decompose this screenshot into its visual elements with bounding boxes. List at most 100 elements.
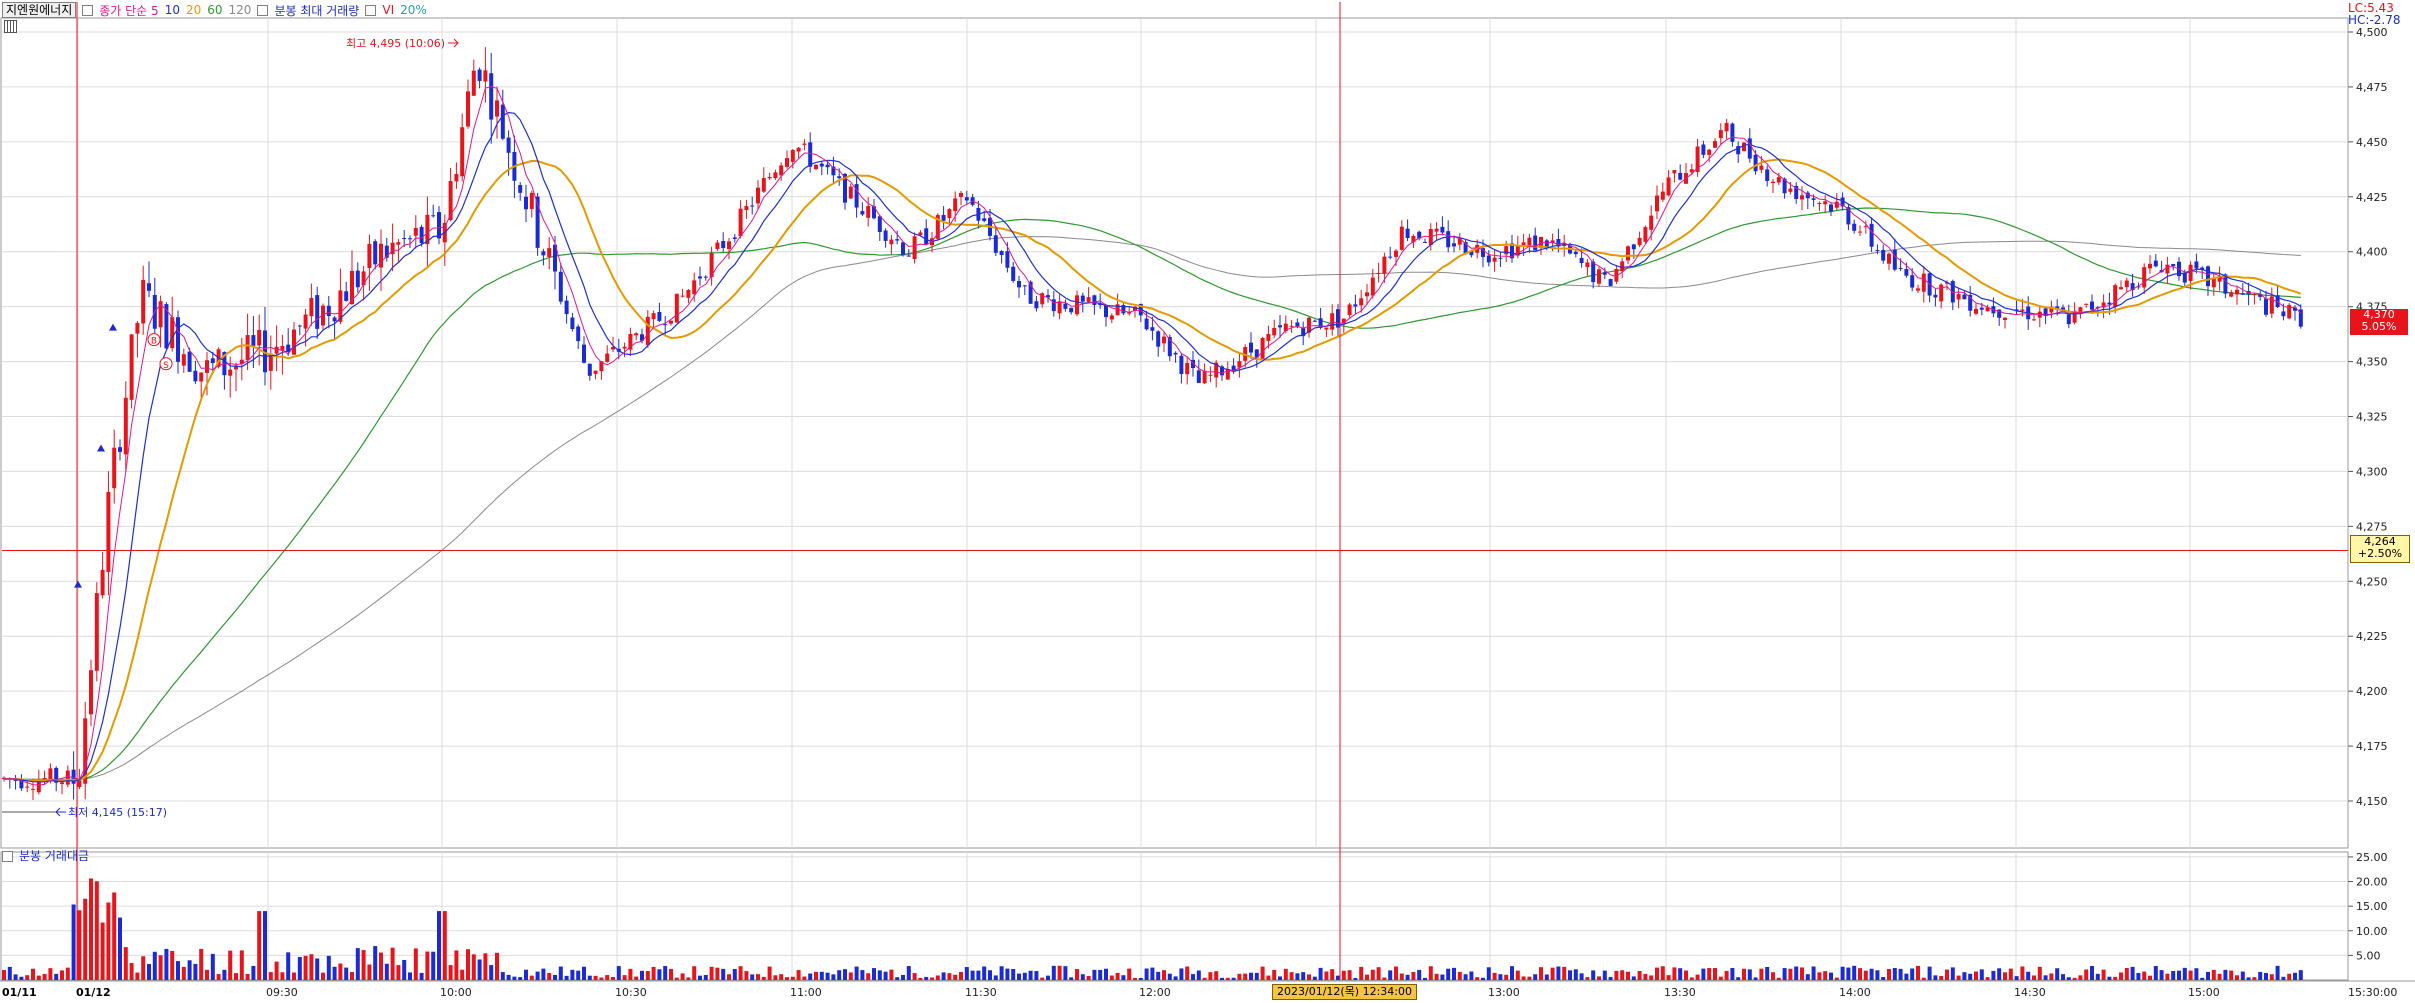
candle-body	[268, 353, 273, 371]
candle-body	[680, 295, 685, 297]
ma-checkbox[interactable]	[82, 4, 94, 16]
volume-bar	[170, 950, 175, 980]
candle-body	[1695, 146, 1700, 172]
volume-bar	[2293, 972, 2297, 980]
volume-bar	[2037, 966, 2042, 980]
candle-body	[1805, 192, 1810, 199]
candle-body	[1017, 281, 1021, 288]
candle-body	[483, 70, 488, 82]
candle-body	[541, 251, 546, 256]
volume-bar	[1643, 973, 1648, 980]
candle-body	[1614, 268, 1619, 282]
candle-body	[1069, 307, 1074, 313]
candle-body	[1521, 242, 1526, 246]
high-annotation: 최고 4,495 (10:06)	[346, 37, 445, 50]
candle-body	[1028, 281, 1033, 304]
candle-body	[1266, 334, 1271, 341]
volume-bar	[123, 947, 128, 980]
volume-checkbox[interactable]	[257, 4, 269, 16]
candle-body	[1486, 255, 1491, 263]
candle-body	[953, 198, 958, 212]
candle-body	[71, 769, 76, 784]
candle-body	[964, 197, 969, 201]
vi-checkbox[interactable]	[365, 4, 377, 16]
candle-body	[1307, 317, 1311, 333]
cursor-date-tag: 2023/01/12(목) 12:34:00	[1272, 984, 1418, 1000]
volume-bar	[2159, 970, 2164, 980]
lc-label: LC:5.43	[2348, 1, 2394, 15]
signal-marker-icon	[147, 333, 161, 347]
volume-bar	[796, 970, 801, 980]
candle-body	[431, 215, 436, 217]
candle-body	[1411, 235, 1416, 243]
volume-legend-checkbox[interactable]	[2, 851, 13, 862]
volume-bar	[1266, 975, 1271, 980]
volume-bar	[1637, 970, 1642, 980]
price-tick-label: 4,150	[2356, 795, 2388, 808]
candle-body	[709, 253, 714, 278]
volume-bar	[152, 951, 157, 980]
volume-bar	[1718, 976, 1723, 980]
candle-body	[1104, 304, 1108, 318]
volume-bar	[1933, 975, 1938, 980]
candle-body	[199, 372, 204, 382]
volume-bar	[164, 948, 169, 980]
price-tick-label: 4,500	[2356, 26, 2388, 39]
candle-body	[860, 211, 865, 215]
candle-body	[831, 166, 836, 176]
candle-body	[547, 248, 552, 257]
volume-bar	[1805, 974, 1810, 980]
cursor-price-tag: 4,264 +2.50%	[2350, 535, 2410, 563]
volume-bar	[930, 977, 934, 980]
volume-bar	[1921, 977, 1926, 980]
volume-bar	[2211, 969, 2216, 980]
candle-body	[1730, 123, 1735, 142]
candle-body	[181, 354, 186, 366]
grid-toggle-icon[interactable]	[4, 20, 17, 33]
volume-bar	[982, 966, 987, 980]
volume-bar	[1956, 975, 1961, 980]
volume-bar	[970, 970, 975, 980]
candle-body	[1637, 237, 1642, 246]
candle-body	[2101, 302, 2106, 308]
candle-body	[843, 173, 847, 203]
volume-bar	[1620, 970, 1625, 980]
volume-bar	[843, 969, 847, 980]
volume-bar	[94, 881, 99, 980]
ma60-line	[4, 207, 2301, 781]
candle-body	[1336, 309, 1340, 328]
volume-bar	[1347, 970, 1352, 980]
candle-body	[1225, 369, 1230, 380]
candle-body	[1214, 362, 1219, 378]
volume-bar	[1046, 975, 1050, 980]
candle-body	[2206, 266, 2210, 287]
volume-bar	[321, 972, 325, 980]
candle-body	[355, 270, 360, 288]
candle-body	[141, 279, 146, 324]
candle-body	[1051, 299, 1056, 312]
stock-select-button[interactable]: 지엔원에너지	[2, 2, 77, 18]
candle-body	[518, 185, 523, 193]
volume-bar	[1150, 967, 1155, 980]
volume-bar	[1916, 965, 1920, 980]
candle-body	[129, 334, 134, 400]
candle-body	[1283, 323, 1288, 331]
volume-panel-border	[0, 851, 2349, 981]
volume-bar	[1109, 975, 1114, 980]
candle-body	[1933, 294, 1938, 298]
candle-body	[1231, 365, 1236, 372]
chart-legend: 지엔원에너지 종가 단순 5 10 20 60 120 분봉 최대 거래량 VI…	[2, 2, 433, 18]
volume-tick-label: 10.00	[2356, 925, 2388, 938]
volume-bar	[437, 911, 441, 980]
candle-body	[1423, 241, 1427, 243]
volume-bar	[1138, 977, 1143, 980]
volume-bar	[1927, 966, 1932, 980]
time-tick-label: 11:30	[965, 986, 997, 999]
volume-bar	[1475, 977, 1480, 980]
volume-bar	[570, 969, 575, 980]
volume-bar	[1655, 967, 1659, 980]
candle-body	[1405, 228, 1410, 238]
time-tick-label: 14:00	[1839, 986, 1871, 999]
candle-body	[1080, 295, 1085, 302]
